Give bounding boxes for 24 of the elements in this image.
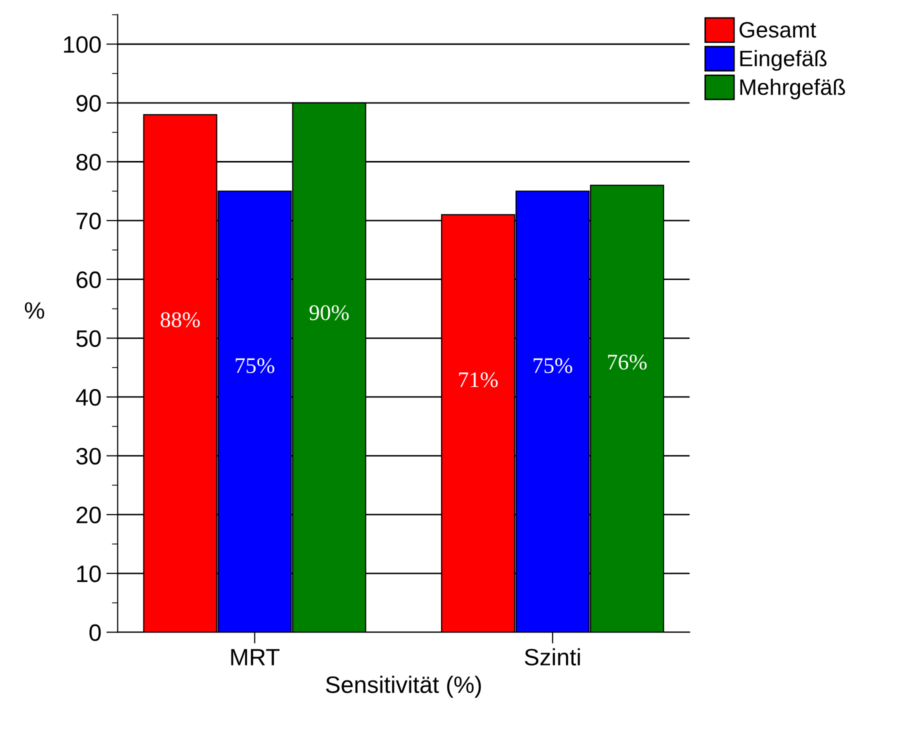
y-tick-label: 80 (76, 154, 101, 171)
data-label: 76% (608, 354, 647, 370)
legend-label: Gesamt (740, 22, 816, 38)
y-tick-label: 30 (76, 448, 101, 465)
y-tick-label: 40 (76, 389, 101, 406)
y-tick-label: 20 (76, 506, 101, 524)
legend-label: Eingefäß (740, 50, 827, 71)
y-tick-label: 0 (89, 624, 101, 642)
y-tick-label: 70 (76, 212, 101, 230)
data-label: 90% (310, 305, 349, 320)
data-label: 71% (459, 372, 498, 388)
y-tick-label: 10 (77, 565, 101, 582)
x-axis-title: Sensitivität (%) (326, 676, 481, 698)
legend-label: Mehrgefäß (740, 78, 846, 100)
data-label: 75% (534, 358, 572, 374)
data-label: 75% (236, 358, 274, 374)
y-axis-title: % (24, 302, 44, 319)
y-tick-label: 60 (76, 271, 101, 288)
data-label: 88% (160, 312, 200, 328)
x-tick-label: MRT (231, 649, 280, 666)
y-tick-label: 90 (76, 95, 101, 112)
x-tick-label: Szinti (524, 648, 580, 666)
y-tick-label: 50 (76, 330, 101, 347)
y-tick-label: 100 (64, 36, 101, 53)
